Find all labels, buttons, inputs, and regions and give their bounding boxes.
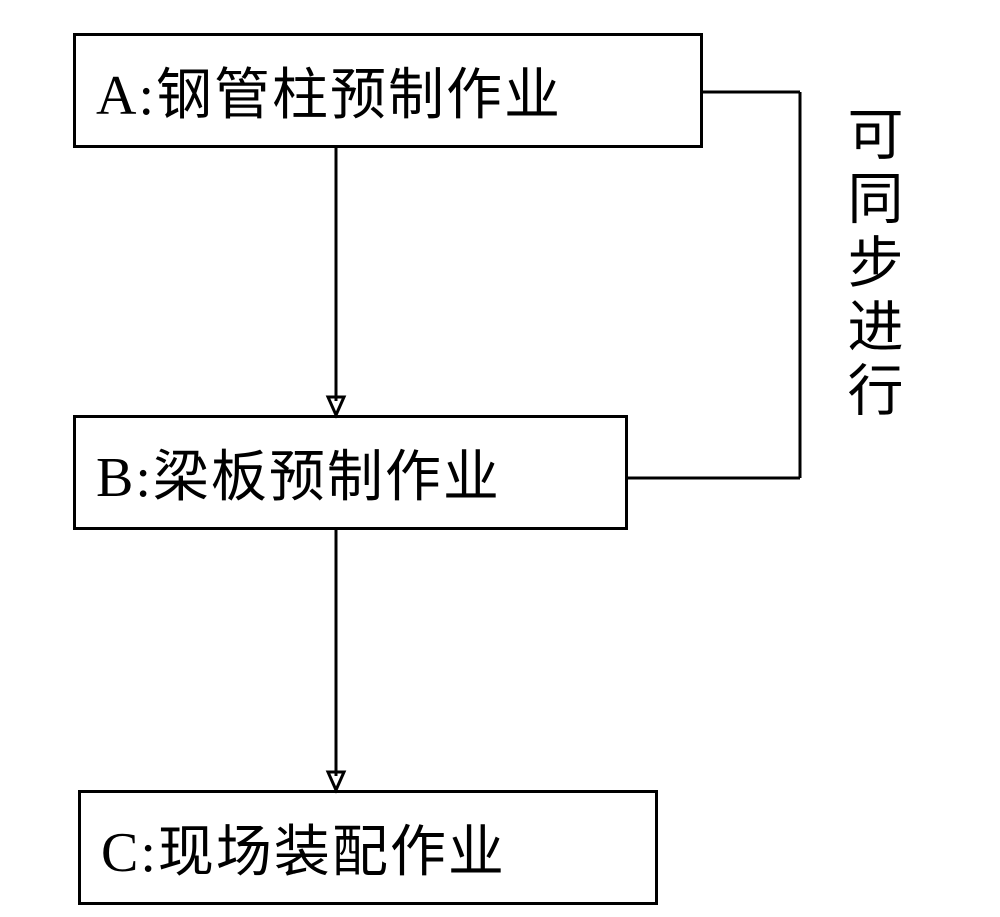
flow-node-c: C:现场装配作业 bbox=[78, 790, 658, 905]
flow-node-c-label: C:现场装配作业 bbox=[101, 807, 506, 888]
sync-label: 可同步进行 bbox=[830, 105, 911, 425]
flow-node-a-label: A:钢管柱预制作业 bbox=[96, 50, 562, 131]
flow-node-b: B:梁板预制作业 bbox=[73, 415, 628, 530]
flow-node-b-label: B:梁板预制作业 bbox=[96, 432, 501, 513]
flow-node-a: A:钢管柱预制作业 bbox=[73, 33, 703, 148]
